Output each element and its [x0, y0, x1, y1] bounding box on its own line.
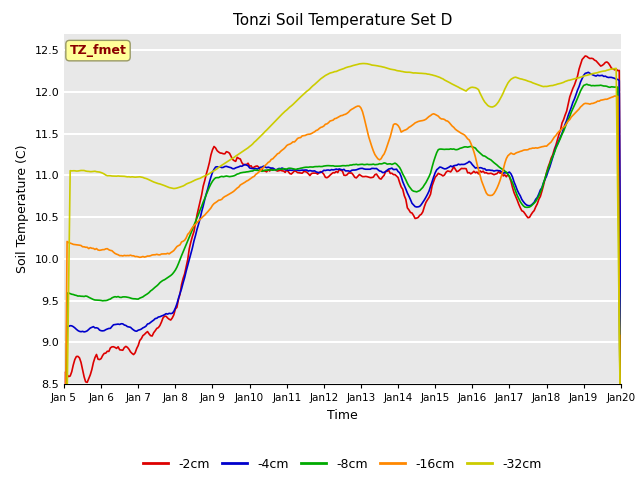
Legend: -2cm, -4cm, -8cm, -16cm, -32cm: -2cm, -4cm, -8cm, -16cm, -32cm [138, 453, 547, 476]
Text: TZ_fmet: TZ_fmet [70, 44, 127, 57]
Y-axis label: Soil Temperature (C): Soil Temperature (C) [16, 144, 29, 273]
Title: Tonzi Soil Temperature Set D: Tonzi Soil Temperature Set D [233, 13, 452, 28]
X-axis label: Time: Time [327, 408, 358, 421]
